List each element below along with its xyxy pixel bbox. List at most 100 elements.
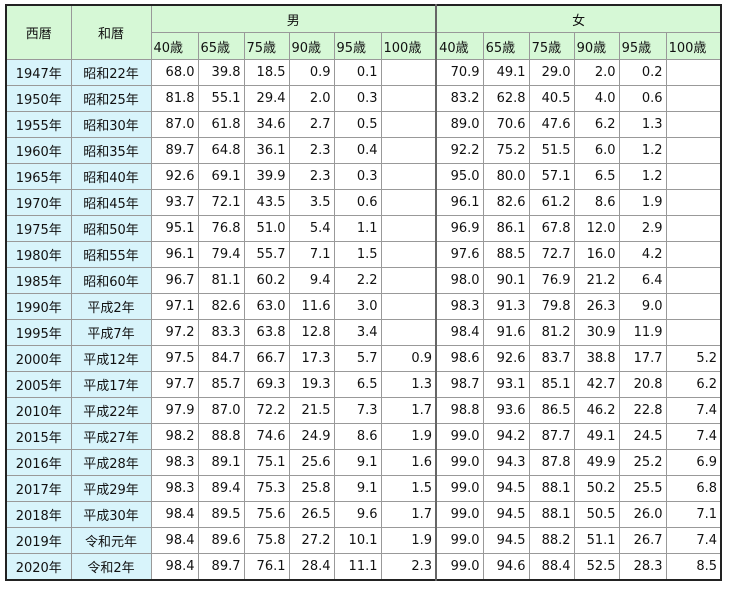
rate-cell: 7.4	[665, 397, 722, 424]
rate-cell: 99.0	[435, 475, 484, 502]
rate-cell	[380, 163, 437, 190]
rate-cell: 98.3	[435, 293, 484, 320]
header-western: 西暦	[5, 4, 72, 60]
rate-cell: 22.8	[618, 397, 667, 424]
rate-cell: 85.1	[528, 371, 575, 398]
age-header: 65歳	[197, 32, 245, 60]
rate-cell	[665, 319, 722, 346]
japanese-year: 昭和22年	[70, 59, 152, 86]
rate-cell: 0.5	[333, 111, 382, 138]
rate-cell: 7.3	[333, 397, 382, 424]
rate-cell: 5.7	[333, 345, 382, 372]
table-row: 2000年 平成12年 97.5 84.7 66.7 17.3 5.7 0.9 98.6 92.6…	[5, 345, 722, 372]
rate-cell: 85.7	[197, 371, 245, 398]
japanese-year: 昭和45年	[70, 189, 152, 216]
rate-cell: 8.5	[665, 553, 722, 581]
rate-cell: 51.0	[243, 215, 290, 242]
rate-cell: 76.1	[243, 553, 290, 581]
rate-cell: 98.2	[150, 423, 199, 450]
rate-cell: 1.3	[380, 371, 437, 398]
rate-cell: 6.8	[665, 475, 722, 502]
rate-cell: 36.1	[243, 137, 290, 164]
rate-cell: 0.2	[618, 59, 667, 86]
rate-cell: 61.2	[528, 189, 575, 216]
table-row: 2019年 令和元年 98.4 89.6 75.8 27.2 10.1 1.9 99.0 94.5…	[5, 527, 722, 554]
western-year: 2019年	[5, 527, 72, 554]
table-row: 1950年 昭和25年 81.8 55.1 29.4 2.0 0.3 83.2 62.8 40.5…	[5, 85, 722, 112]
table-row: 2015年 平成27年 98.2 88.8 74.6 24.9 8.6 1.9 99.0 94.2…	[5, 423, 722, 450]
rate-cell: 29.0	[528, 59, 575, 86]
rate-cell: 26.5	[288, 501, 335, 528]
western-year: 1995年	[5, 319, 72, 346]
rate-cell	[380, 137, 437, 164]
western-year: 2018年	[5, 501, 72, 528]
rate-cell	[665, 111, 722, 138]
rate-cell: 0.9	[288, 59, 335, 86]
japanese-year: 平成22年	[70, 397, 152, 424]
age-header: 90歳	[288, 32, 335, 60]
western-year: 2017年	[5, 475, 72, 502]
rate-cell: 99.0	[435, 527, 484, 554]
rate-cell	[380, 189, 437, 216]
western-year: 1990年	[5, 293, 72, 320]
rate-cell: 40.5	[528, 85, 575, 112]
rate-cell: 98.4	[150, 527, 199, 554]
rate-cell: 26.3	[573, 293, 620, 320]
rate-cell: 10.1	[333, 527, 382, 554]
rate-cell: 93.6	[482, 397, 530, 424]
table-row: 1990年 平成2年 97.1 82.6 63.0 11.6 3.0 98.3 91.3 79.8…	[5, 293, 722, 320]
table-row: 1960年 昭和35年 89.7 64.8 36.1 2.3 0.4 92.2 75.2 51.5…	[5, 137, 722, 164]
rate-cell: 1.5	[333, 241, 382, 268]
age-header: 100歳	[380, 32, 437, 60]
rate-cell: 70.6	[482, 111, 530, 138]
rate-cell: 94.6	[482, 553, 530, 581]
rate-cell: 6.4	[618, 267, 667, 294]
rate-cell: 72.7	[528, 241, 575, 268]
rate-cell: 87.7	[528, 423, 575, 450]
rate-cell: 89.6	[197, 527, 245, 554]
rate-cell: 93.1	[482, 371, 530, 398]
age-header: 95歳	[618, 32, 667, 60]
rate-cell: 99.0	[435, 423, 484, 450]
rate-cell	[665, 137, 722, 164]
rate-cell: 96.9	[435, 215, 484, 242]
table-row: 2018年 平成30年 98.4 89.5 75.6 26.5 9.6 1.7 99.0 94.5…	[5, 501, 722, 528]
rate-cell: 84.7	[197, 345, 245, 372]
rate-cell: 17.7	[618, 345, 667, 372]
rate-cell	[665, 241, 722, 268]
rate-cell: 1.6	[380, 449, 437, 476]
rate-cell: 50.2	[573, 475, 620, 502]
table-row: 2016年 平成28年 98.3 89.1 75.1 25.6 9.1 1.6 99.0 94.3…	[5, 449, 722, 476]
rate-cell: 87.0	[150, 111, 199, 138]
rate-cell: 43.5	[243, 189, 290, 216]
header-male: 男	[150, 4, 437, 33]
rate-cell: 70.9	[435, 59, 484, 86]
rate-cell: 94.2	[482, 423, 530, 450]
rate-cell: 2.3	[288, 163, 335, 190]
japanese-year: 昭和50年	[70, 215, 152, 242]
rate-cell: 94.5	[482, 475, 530, 502]
rate-cell: 62.8	[482, 85, 530, 112]
rate-cell: 25.8	[288, 475, 335, 502]
rate-cell: 74.6	[243, 423, 290, 450]
japanese-year: 昭和60年	[70, 267, 152, 294]
rate-cell: 80.0	[482, 163, 530, 190]
rate-cell: 39.8	[197, 59, 245, 86]
rate-cell: 2.2	[333, 267, 382, 294]
rate-cell: 66.7	[243, 345, 290, 372]
rate-cell: 90.1	[482, 267, 530, 294]
rate-cell: 93.7	[150, 189, 199, 216]
rate-cell: 98.3	[150, 475, 199, 502]
rate-cell: 11.1	[333, 553, 382, 581]
rate-cell: 60.2	[243, 267, 290, 294]
rate-cell: 69.1	[197, 163, 245, 190]
rate-cell: 55.7	[243, 241, 290, 268]
rate-cell: 55.1	[197, 85, 245, 112]
japanese-year: 平成30年	[70, 501, 152, 528]
rate-cell: 27.2	[288, 527, 335, 554]
rate-cell: 98.4	[150, 501, 199, 528]
rate-cell: 6.5	[573, 163, 620, 190]
rate-cell: 75.1	[243, 449, 290, 476]
rate-cell: 2.0	[573, 59, 620, 86]
rate-cell: 81.2	[528, 319, 575, 346]
